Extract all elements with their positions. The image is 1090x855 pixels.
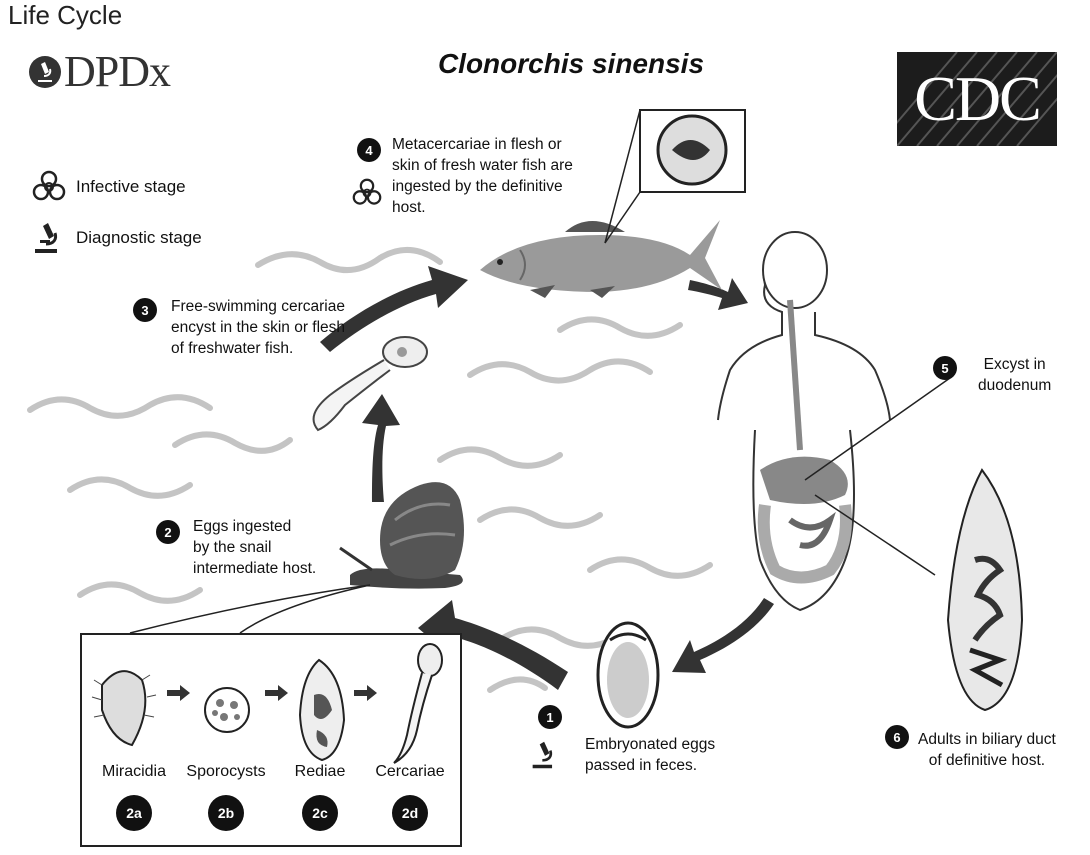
cdc-logo-text: CDC [914,63,1042,134]
digestive-tract [757,299,852,584]
step-5-badge: 5 [933,356,957,380]
cercaria-stage-illustration [393,643,443,764]
snail-illustration [339,482,464,589]
step-5-line: Excyst in [983,356,1046,373]
step-2-line: Eggs ingested [193,518,292,535]
legend-infective: Infective stage [30,170,186,204]
metacercaria-inset [604,109,746,244]
cycle-arrows [320,266,774,690]
water-waves [27,246,713,693]
step-4-line: skin of fresh water fish are [392,157,573,174]
step-5-line: duodenum [978,377,1052,394]
step-4-line: Metacercariae in flesh or [392,136,562,153]
pointer-line-duodenum [804,377,951,481]
redia-illustration [298,658,346,762]
step-4-line: ingested by the definitive [392,178,563,195]
adult-worm-illustration [946,468,1024,712]
step-3-line: Free-swimming cercariae [171,298,345,315]
step-2-line: by the snail [193,539,272,556]
step-4-badge: 4 [357,138,381,162]
dpdx-logo: DPDx [28,46,171,97]
development-stages-illustration [91,643,443,764]
step-6-badge: 6 [885,725,909,749]
dpdx-logo-text: DPDx [64,47,171,96]
microscope-icon [29,55,61,88]
microscope-icon [532,741,553,769]
miracidium-illustration [91,670,157,747]
step-3-line: encyst in the skin or flesh [171,319,346,336]
step-6-text: Adults in biliary duct of definitive hos… [918,729,1056,771]
step-4-line: host. [392,199,426,216]
step-2-text: Eggs ingested by the snail intermediate … [193,516,316,579]
pointer-line-snail-box [129,584,371,634]
step-2-badge: 2 [156,520,180,544]
stage-miracidia-label: Miracidia [101,763,166,780]
stage-2d-badge: 2d [392,795,428,831]
microscope-icon [35,223,58,253]
cercaria-illustration [312,336,428,432]
species-name: Clonorchis sinensis [437,48,705,79]
biohazard-icon [32,170,66,201]
cdc-logo: CDC [897,52,1057,146]
stage-2a-badge: 2a [116,795,152,831]
sporocyst-illustration [204,687,250,733]
step-1-line: Embryonated eggs [585,736,716,753]
step-4-text: Metacercariae in flesh or skin of fresh … [392,134,573,218]
egg-illustration [596,621,660,729]
step-1-text: Embryonated eggs passed in feces. [585,734,715,776]
legend-diagnostic-label: Diagnostic stage [76,228,202,247]
fish-illustration [480,220,722,298]
legend-diagnostic: Diagnostic stage [32,222,202,254]
snail-development-box: Miracidia Sporocysts Rediae Cercariae 2a… [80,633,462,847]
pointer-line-snail-box-2 [239,584,371,634]
species-title: Clonorchis sinensis [0,48,1090,80]
pointer-line-biliary [814,494,936,576]
step-1-badge: 1 [538,705,562,729]
step-3-text: Free-swimming cercariae encyst in the sk… [171,296,345,359]
step-3-badge: 3 [133,298,157,322]
biohazard-icon [352,178,382,205]
stage-sporocysts-label: Sporocysts [186,763,266,780]
step-6-line: Adults in biliary duct [918,731,1056,748]
stage-arrows [167,685,377,701]
stage-rediae-label: Rediae [294,763,346,780]
page-title: Life Cycle [8,0,123,30]
step-1-line: passed in feces. [585,757,698,774]
stage-2b-badge: 2b [208,795,244,831]
step-2-line: intermediate host. [193,560,317,577]
step-6-line: of definitive host. [928,752,1046,769]
stage-cercariae-label: Cercariae [375,763,445,780]
step-3-line: of freshwater fish. [171,340,294,357]
human-silhouette [717,231,891,612]
cdc-stripes [897,52,1057,146]
stage-2c-badge: 2c [302,795,338,831]
step-5-text: Excyst in duodenum [978,354,1051,396]
legend-infective-label: Infective stage [76,177,186,196]
